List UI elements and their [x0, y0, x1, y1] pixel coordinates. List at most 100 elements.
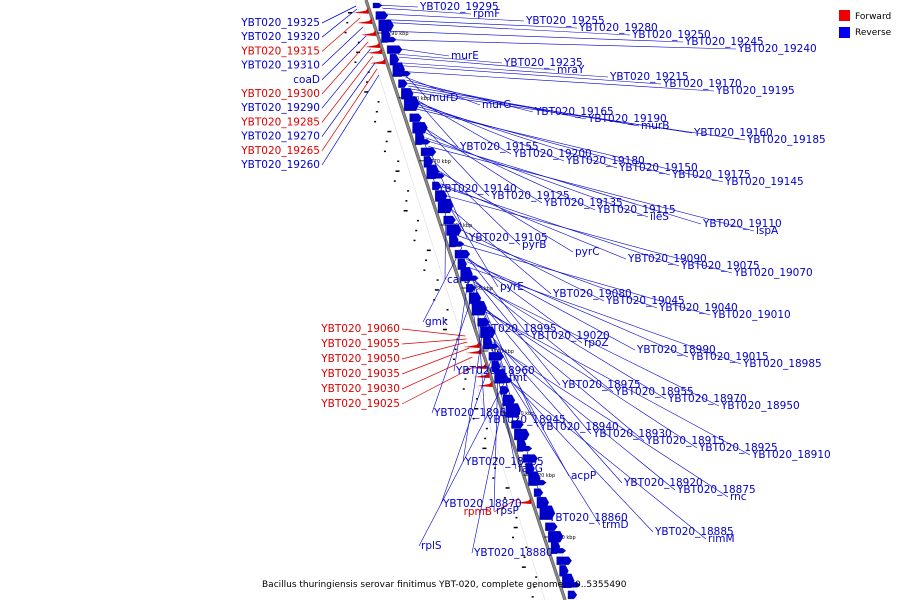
- label-connector: [487, 324, 517, 470]
- cds-mark: [513, 526, 518, 529]
- gene-label: YBT020_19200: [512, 148, 592, 160]
- label-connector: [430, 152, 468, 239]
- label-connector: [401, 341, 468, 360]
- cds-mark: [503, 497, 506, 499]
- cds-mark: [364, 91, 369, 93]
- reverse-gene: [522, 454, 538, 463]
- cds-mark: [515, 516, 518, 519]
- forward-gene: [471, 363, 487, 369]
- reverse-gene: [429, 173, 445, 179]
- label-connector: [491, 336, 623, 484]
- gene-label: pyrC: [575, 246, 600, 258]
- label-connector: [401, 356, 473, 390]
- label-connector: [463, 252, 530, 337]
- cds-mark: [413, 239, 416, 242]
- label-connector: [384, 13, 525, 22]
- label-connector: [321, 56, 373, 123]
- tick-label: 3750 kbp: [470, 286, 494, 292]
- cds-mark: [531, 596, 534, 598]
- gene-label: rpoZ: [584, 337, 609, 349]
- gene-label: YBT020_19280: [578, 22, 658, 34]
- label-connector: [480, 304, 645, 442]
- gene-label: YBT020_19070: [733, 267, 813, 279]
- label-connector: [401, 365, 476, 405]
- legend: Forward Reverse: [839, 10, 892, 38]
- gene-label: YBT020_19135: [543, 197, 623, 209]
- cds-mark: [434, 289, 439, 291]
- gene-label: rpmF: [473, 8, 500, 20]
- label-connector: [321, 26, 364, 66]
- tick-label: 3740 kbp: [490, 349, 514, 355]
- cds-mark: [395, 170, 400, 172]
- gene-label: YBT020_18985: [742, 358, 822, 370]
- reverse-gene: [474, 309, 484, 315]
- cds-mark: [397, 160, 400, 162]
- cds-mark: [346, 21, 349, 24]
- gene-label: YBT020_19265: [240, 145, 320, 157]
- cds-mark: [492, 477, 495, 479]
- gene-label: YBT020_19175: [671, 169, 751, 181]
- tick-label: 3710 kbp: [552, 535, 576, 541]
- cds-mark: [476, 398, 479, 400]
- label-connector: [479, 301, 592, 435]
- label-connector: [400, 62, 609, 78]
- gene-label: YBT020_19195: [715, 85, 795, 97]
- reverse-gene: [533, 488, 544, 497]
- gene-label: YBT020_19240: [737, 43, 817, 55]
- gene-label: YBT020_19050: [320, 353, 400, 365]
- label-connector: [474, 284, 720, 407]
- cds-mark: [354, 61, 357, 63]
- label-connector: [406, 79, 534, 113]
- label-connector: [321, 17, 361, 52]
- gene-label: mraY: [557, 64, 585, 76]
- label-connector: [403, 71, 715, 92]
- gene-label: YBT020_19295: [419, 1, 499, 13]
- gene-label: YBT020_19270: [240, 131, 320, 143]
- label-connector: [390, 30, 684, 43]
- gene-label: YBT020_19215: [609, 71, 689, 83]
- cds-mark: [357, 41, 360, 44]
- label-connector: [401, 338, 467, 345]
- gene-label: YBT020_19235: [503, 57, 583, 69]
- label-connector: [504, 376, 707, 540]
- gene-label: YBT020_19105: [468, 232, 548, 244]
- cds-mark: [385, 140, 388, 143]
- label-connector: [401, 347, 470, 375]
- label-connector: [440, 183, 627, 260]
- gene-label: ileS: [650, 211, 669, 223]
- genome-backbone: [344, 0, 567, 600]
- gene-label: gmk: [425, 316, 449, 328]
- gene-label: YBT020_19245: [684, 36, 764, 48]
- genome-caption: Bacillus thuringiensis serovar finitimus…: [262, 580, 627, 590]
- cds-mark: [347, 12, 352, 14]
- label-connector: [503, 373, 654, 533]
- cds-mark: [387, 130, 392, 133]
- label-connector: [411, 94, 459, 148]
- gene-label: pyrB: [522, 239, 546, 251]
- cds-mark: [374, 120, 377, 123]
- gene-label: YBT020_19110: [702, 218, 782, 230]
- gene-label: YBT020_18940: [539, 421, 619, 433]
- gene-label: YBT020_19250: [631, 29, 711, 41]
- cds-mark: [495, 457, 498, 459]
- reverse-gene: [556, 556, 572, 565]
- gene-label: YBT020_19040: [658, 302, 738, 314]
- cds-mark: [521, 566, 526, 568]
- label-connector: [490, 333, 570, 477]
- cds-mark: [415, 229, 418, 232]
- gene-label: YBT020_18960: [455, 365, 535, 377]
- forward-gene: [353, 7, 369, 14]
- gene-label: YBT020_19315: [240, 45, 320, 57]
- reverse-gene: [375, 11, 389, 20]
- gene-label: YBT020_19190: [587, 113, 667, 125]
- gene-label: YBT020_18880: [473, 547, 553, 559]
- label-connector: [321, 5, 357, 24]
- gene-label: rnc: [730, 491, 747, 503]
- reverse-gene: [412, 122, 428, 134]
- gene-label: YBT020_19035: [320, 368, 400, 380]
- gene-label: YBT020_18860: [548, 512, 628, 524]
- gene-label: YBT020_18910: [751, 449, 831, 461]
- gene-label: YBT020_19115: [596, 204, 676, 216]
- label-connector: [321, 68, 378, 151]
